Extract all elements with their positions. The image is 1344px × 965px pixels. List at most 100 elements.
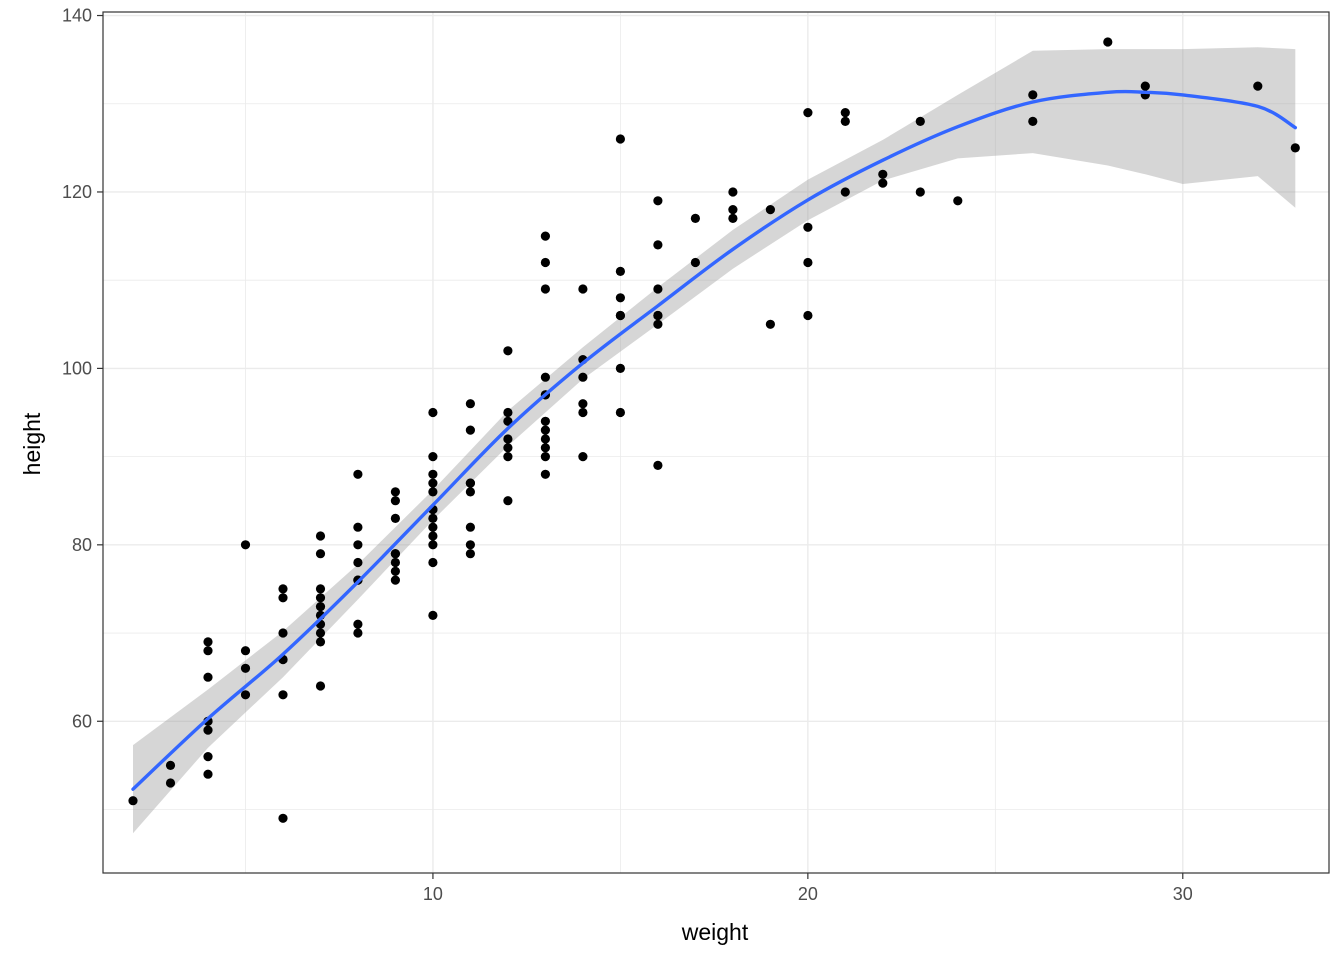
data-point bbox=[653, 310, 663, 321]
data-point bbox=[390, 566, 400, 576]
data-point bbox=[540, 372, 551, 382]
data-point bbox=[578, 452, 588, 462]
data-point bbox=[690, 213, 701, 223]
data-point bbox=[203, 646, 213, 656]
data-point bbox=[540, 416, 551, 426]
data-point bbox=[390, 487, 400, 497]
data-point bbox=[653, 319, 663, 329]
data-point bbox=[465, 425, 475, 435]
confidence-band bbox=[133, 47, 1296, 834]
data-point bbox=[615, 407, 626, 418]
minor-gridlines bbox=[103, 12, 1329, 873]
data-point bbox=[503, 443, 513, 453]
data-point bbox=[203, 769, 213, 779]
data-point bbox=[353, 557, 363, 568]
data-point bbox=[428, 531, 438, 541]
data-point bbox=[915, 187, 925, 197]
data-point bbox=[240, 663, 251, 673]
data-point bbox=[353, 522, 363, 532]
data-point bbox=[465, 478, 475, 488]
data-point bbox=[465, 549, 475, 559]
data-point bbox=[1028, 90, 1038, 100]
data-point bbox=[765, 205, 776, 215]
data-point bbox=[353, 540, 363, 550]
data-point bbox=[428, 513, 438, 524]
data-point bbox=[503, 434, 513, 444]
y-tick-label: 100 bbox=[62, 358, 92, 378]
data-point bbox=[540, 257, 551, 268]
data-point bbox=[878, 178, 888, 188]
data-point bbox=[728, 213, 738, 223]
data-point bbox=[315, 637, 326, 647]
data-point bbox=[503, 496, 513, 506]
data-point bbox=[353, 628, 363, 638]
data-point bbox=[203, 637, 213, 647]
data-point bbox=[728, 205, 738, 215]
data-point bbox=[653, 460, 663, 470]
smooth-trend-line bbox=[131, 89, 1297, 791]
data-point bbox=[915, 116, 925, 126]
data-point bbox=[690, 257, 701, 268]
data-point bbox=[503, 407, 513, 418]
data-point bbox=[615, 310, 626, 321]
data-point bbox=[128, 796, 138, 806]
data-point bbox=[653, 240, 663, 250]
data-point bbox=[1028, 116, 1038, 126]
data-point bbox=[615, 266, 626, 276]
data-point bbox=[953, 196, 963, 206]
data-point bbox=[428, 452, 438, 462]
data-point bbox=[428, 610, 438, 621]
confidence-band-layer bbox=[133, 47, 1296, 834]
data-point bbox=[765, 319, 776, 329]
data-point bbox=[578, 372, 588, 382]
data-point bbox=[540, 425, 551, 435]
data-point bbox=[1140, 81, 1150, 91]
data-point bbox=[165, 760, 176, 771]
data-point bbox=[203, 752, 213, 762]
data-point bbox=[615, 293, 626, 303]
data-point bbox=[428, 487, 438, 497]
data-point bbox=[1290, 143, 1300, 153]
data-point bbox=[578, 284, 588, 294]
data-point bbox=[1253, 81, 1263, 91]
data-point bbox=[278, 593, 288, 603]
data-point bbox=[428, 540, 438, 550]
major-gridlines bbox=[103, 12, 1329, 873]
data-point bbox=[390, 496, 400, 506]
data-point bbox=[165, 778, 176, 788]
data-point bbox=[878, 169, 888, 179]
data-point bbox=[728, 187, 738, 197]
data-point bbox=[578, 407, 588, 418]
x-tick-label: 10 bbox=[423, 884, 443, 904]
data-point bbox=[390, 575, 400, 585]
data-point bbox=[653, 196, 663, 206]
data-point bbox=[315, 531, 326, 541]
data-point bbox=[390, 557, 400, 568]
x-axis-title: weight bbox=[681, 919, 749, 945]
data-point bbox=[315, 602, 326, 612]
data-point bbox=[428, 522, 438, 532]
data-point bbox=[278, 628, 288, 638]
data-point bbox=[540, 443, 551, 453]
data-point bbox=[503, 416, 513, 426]
data-point bbox=[578, 399, 588, 409]
data-point bbox=[465, 540, 475, 550]
data-point bbox=[615, 363, 626, 373]
data-point bbox=[315, 681, 326, 691]
data-point bbox=[803, 222, 813, 232]
data-point bbox=[390, 513, 400, 524]
data-point bbox=[1103, 37, 1113, 47]
data-point bbox=[803, 257, 813, 268]
data-point bbox=[615, 134, 626, 144]
data-point bbox=[278, 813, 288, 823]
y-tick-label: 80 bbox=[72, 535, 92, 555]
data-point bbox=[390, 549, 400, 559]
y-tick-label: 140 bbox=[62, 6, 92, 26]
data-point bbox=[278, 690, 288, 700]
data-point bbox=[540, 452, 551, 462]
data-point bbox=[540, 469, 551, 479]
data-point bbox=[465, 522, 475, 532]
data-point bbox=[315, 549, 326, 559]
